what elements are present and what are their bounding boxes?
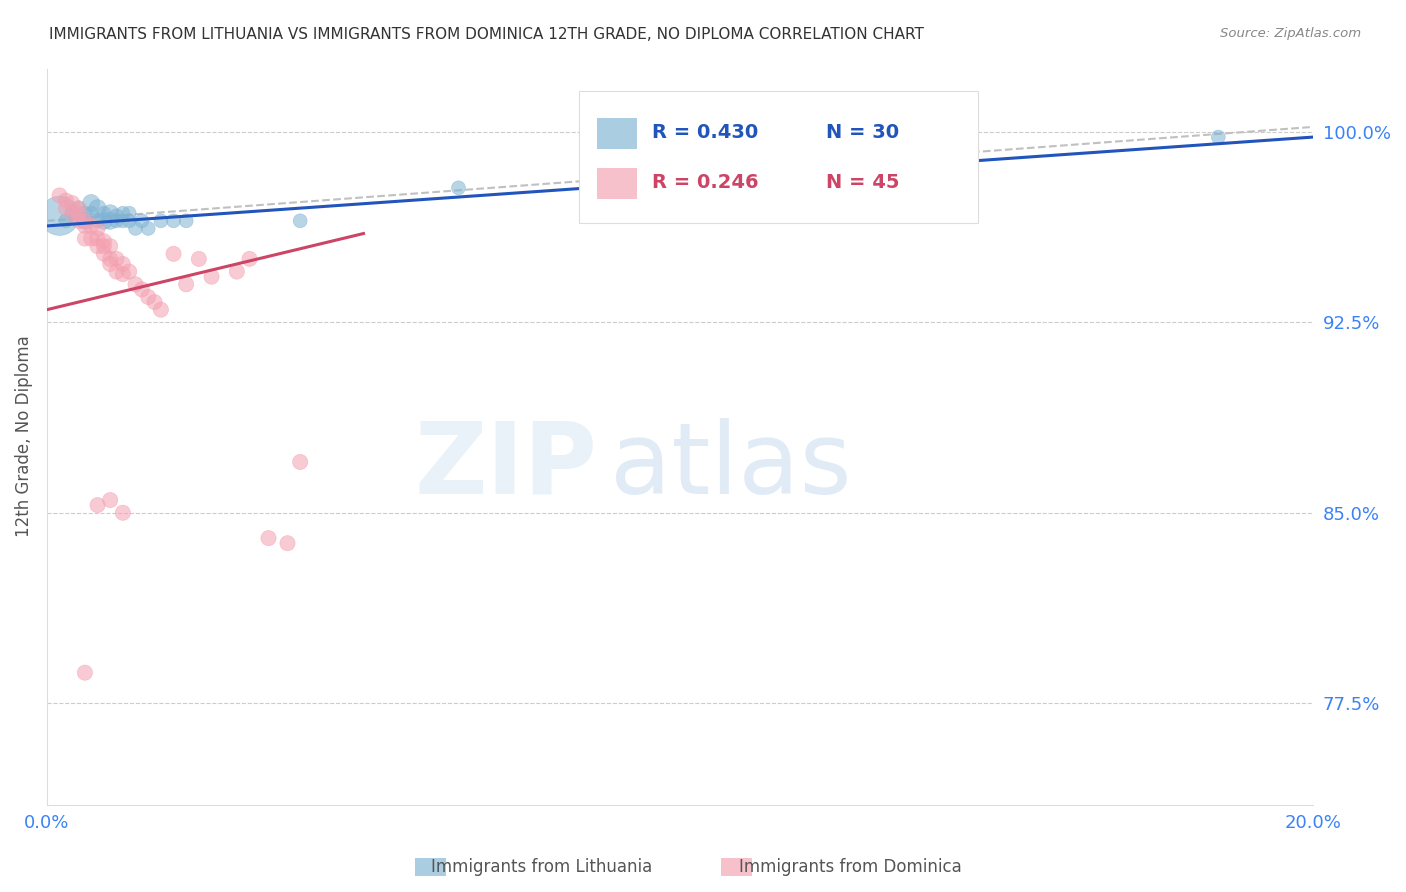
Point — [60, 196, 83, 211]
Text: R = 0.430: R = 0.430 — [652, 123, 758, 142]
Text: atlas: atlas — [610, 417, 852, 515]
Point — [55, 194, 77, 208]
Point — [162, 214, 184, 228]
Point — [105, 264, 128, 278]
Point — [93, 247, 115, 261]
Point — [143, 295, 166, 310]
Point — [73, 231, 96, 245]
Point — [162, 247, 184, 261]
Text: ZIP: ZIP — [415, 417, 598, 515]
Point — [136, 221, 159, 235]
Point — [111, 214, 134, 228]
Point — [48, 188, 70, 202]
Point — [149, 214, 172, 228]
Point — [257, 531, 280, 545]
Point — [93, 239, 115, 253]
Point — [86, 498, 108, 512]
Point — [55, 201, 77, 215]
Point — [86, 239, 108, 253]
Point — [60, 206, 83, 220]
Point — [80, 206, 103, 220]
Point — [288, 214, 311, 228]
Point — [48, 209, 70, 223]
Point — [93, 234, 115, 248]
Point — [60, 206, 83, 220]
Point — [149, 302, 172, 317]
Point — [118, 214, 141, 228]
Point — [225, 264, 247, 278]
Text: R = 0.246: R = 0.246 — [652, 173, 759, 192]
Point — [55, 214, 77, 228]
Point — [80, 219, 103, 233]
Point — [174, 277, 197, 292]
Point — [86, 231, 108, 245]
Point — [276, 536, 298, 550]
Text: N = 45: N = 45 — [825, 173, 900, 192]
Point — [80, 231, 103, 245]
Point — [98, 206, 121, 220]
Point — [98, 252, 121, 266]
Text: N = 30: N = 30 — [825, 123, 898, 142]
Point — [187, 252, 209, 266]
Point — [98, 257, 121, 271]
Y-axis label: 12th Grade, No Diploma: 12th Grade, No Diploma — [15, 335, 32, 538]
Text: Source: ZipAtlas.com: Source: ZipAtlas.com — [1220, 27, 1361, 40]
Point — [105, 209, 128, 223]
Point — [200, 269, 222, 284]
Point — [80, 196, 103, 211]
Point — [86, 214, 108, 228]
Point — [98, 239, 121, 253]
Point — [98, 214, 121, 228]
Point — [67, 206, 90, 220]
Point — [93, 206, 115, 220]
Point — [136, 290, 159, 304]
Bar — [596, 118, 637, 149]
Point — [73, 206, 96, 220]
Point — [131, 282, 153, 296]
Point — [73, 214, 96, 228]
Point — [174, 214, 197, 228]
Point — [111, 506, 134, 520]
Text: IMMIGRANTS FROM LITHUANIA VS IMMIGRANTS FROM DOMINICA 12TH GRADE, NO DIPLOMA COR: IMMIGRANTS FROM LITHUANIA VS IMMIGRANTS … — [49, 27, 924, 42]
Bar — [415, 858, 446, 876]
Point — [124, 221, 146, 235]
Text: Immigrants from Lithuania: Immigrants from Lithuania — [430, 858, 652, 876]
Point — [111, 267, 134, 281]
Point — [131, 214, 153, 228]
Point — [67, 214, 90, 228]
Point — [86, 221, 108, 235]
Point — [105, 214, 128, 228]
Point — [288, 455, 311, 469]
Point — [111, 206, 134, 220]
Point — [73, 219, 96, 233]
Point — [73, 665, 96, 680]
Point — [111, 257, 134, 271]
Point — [238, 252, 260, 266]
Point — [118, 206, 141, 220]
Point — [105, 252, 128, 266]
FancyBboxPatch shape — [579, 91, 977, 223]
Text: Immigrants from Dominica: Immigrants from Dominica — [740, 858, 962, 876]
Bar — [721, 858, 752, 876]
Point — [67, 201, 90, 215]
Point — [118, 264, 141, 278]
Point — [98, 493, 121, 508]
Point — [86, 201, 108, 215]
Point — [93, 214, 115, 228]
Point — [447, 181, 470, 195]
Point — [796, 168, 818, 182]
Point — [73, 214, 96, 228]
Bar — [596, 168, 637, 199]
Point — [67, 201, 90, 215]
Point — [1206, 130, 1229, 145]
Point — [124, 277, 146, 292]
